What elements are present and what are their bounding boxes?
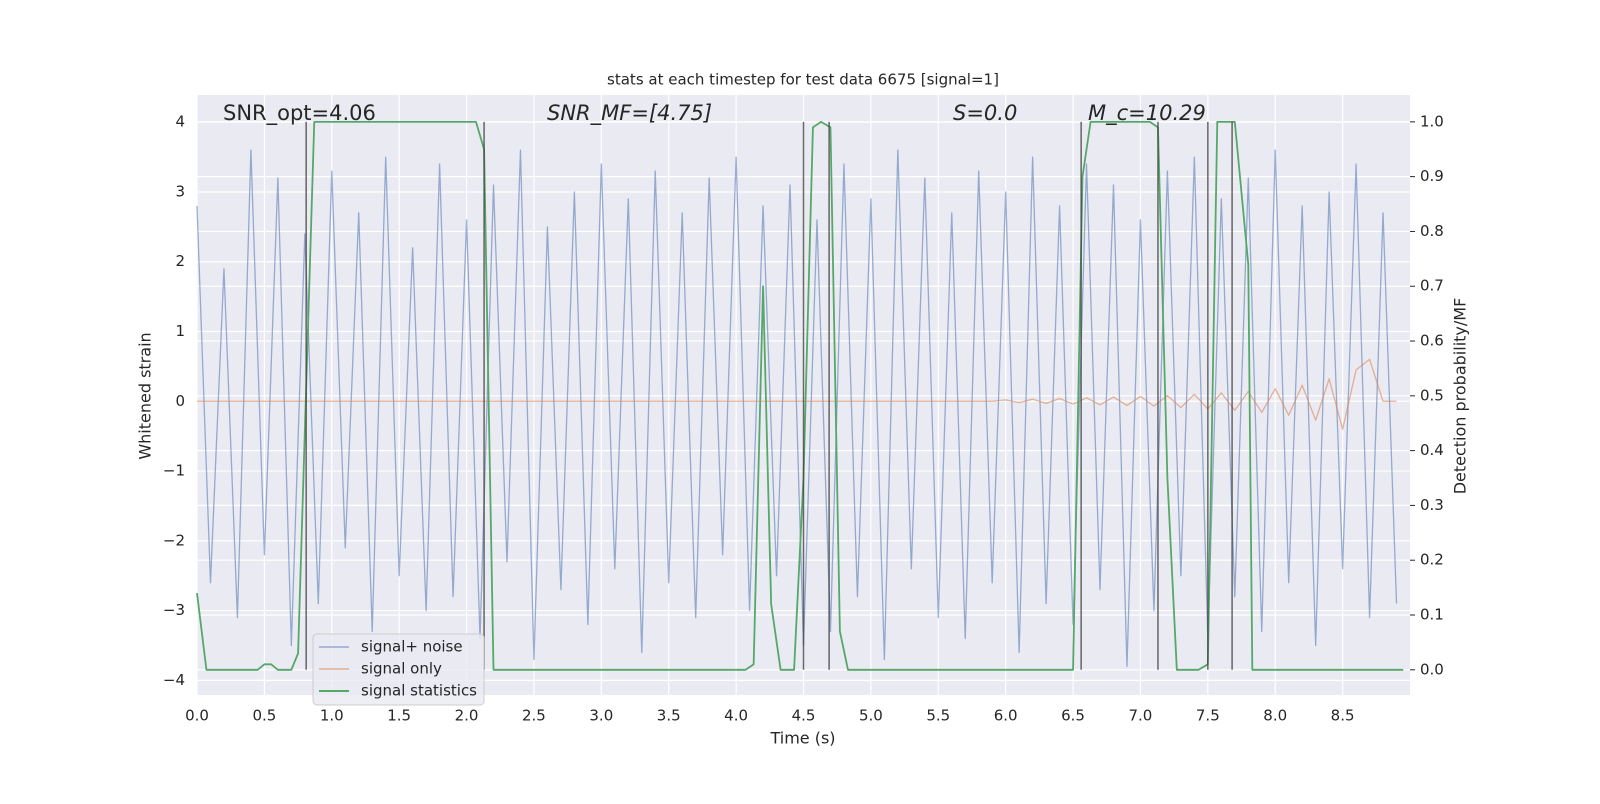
y2-tick-label: 0.1: [1420, 606, 1444, 624]
y-tick-label: 2: [175, 252, 185, 270]
y-tick-label: 4: [175, 113, 185, 131]
chart-title: stats at each timestep for test data 667…: [607, 71, 999, 89]
x-tick-label: 7.5: [1196, 707, 1220, 725]
series-line: [197, 358, 1397, 430]
y2-tick-label: 0.4: [1420, 441, 1444, 459]
y2-tick-label: 0.7: [1420, 277, 1444, 295]
y-tick-label: −4: [163, 671, 185, 689]
x-tick-label: 1.5: [387, 707, 411, 725]
y2-tick-label: 0.2: [1420, 551, 1444, 569]
y2-tick-label: 0.8: [1420, 222, 1444, 240]
x-tick-label: 2.0: [455, 707, 479, 725]
legend-box: [312, 633, 485, 706]
x-tick-label: 1.0: [320, 707, 344, 725]
legend-label: signal+ noise: [361, 638, 463, 656]
x-tick-label: 4.5: [792, 707, 816, 725]
x-tick-label: 5.5: [926, 707, 950, 725]
annotation: SNR_MF=[4.75]: [547, 101, 712, 126]
x-tick-label: 3.0: [589, 707, 613, 725]
legend-label: signal statistics: [361, 682, 477, 700]
legend: signal+ noise signal only signal statistic…: [312, 633, 485, 706]
y2-tick-label: 0.3: [1420, 496, 1444, 514]
y-tick-label: −3: [163, 601, 185, 619]
y-tick-label: −2: [163, 531, 185, 549]
y-tick-label: 3: [175, 182, 185, 200]
y2-tick-label: 0.5: [1420, 386, 1444, 404]
y-tick-label: 1: [175, 322, 185, 340]
y2-tick-label: 0.0: [1420, 660, 1444, 678]
x-tick-label: 4.0: [724, 707, 748, 725]
y2-tick-label: 0.9: [1420, 167, 1444, 185]
y2-tick-label: 0.6: [1420, 332, 1444, 350]
x-tick-label: 8.0: [1263, 707, 1287, 725]
annotation: M_c=10.29: [1088, 101, 1206, 126]
x-tick-label: 6.0: [994, 707, 1018, 725]
y2-axis-label: Detection probability/MF: [1451, 298, 1470, 495]
x-tick-label: 3.5: [657, 707, 681, 725]
x-axis-label: Time (s): [769, 729, 835, 748]
x-tick-label: 2.5: [522, 707, 546, 725]
x-tick-label: 0.0: [185, 707, 209, 725]
x-tick-label: 0.5: [252, 707, 276, 725]
x-tick-label: 7.0: [1129, 707, 1153, 725]
x-tick-label: 6.5: [1061, 707, 1085, 725]
series-line: [196, 149, 1398, 668]
y-tick-label: −1: [163, 462, 185, 480]
x-tick-label: 8.5: [1331, 707, 1355, 725]
annotation: SNR_opt=4.06: [223, 101, 376, 126]
y-tick-label: 0: [175, 392, 185, 410]
y-axis-label: Whitened strain: [136, 332, 155, 459]
legend-label: signal only: [361, 660, 442, 678]
annotation: S=0.0: [953, 101, 1017, 125]
x-tick-label: 5.0: [859, 707, 883, 725]
y2-tick-label: 1.0: [1420, 112, 1444, 130]
